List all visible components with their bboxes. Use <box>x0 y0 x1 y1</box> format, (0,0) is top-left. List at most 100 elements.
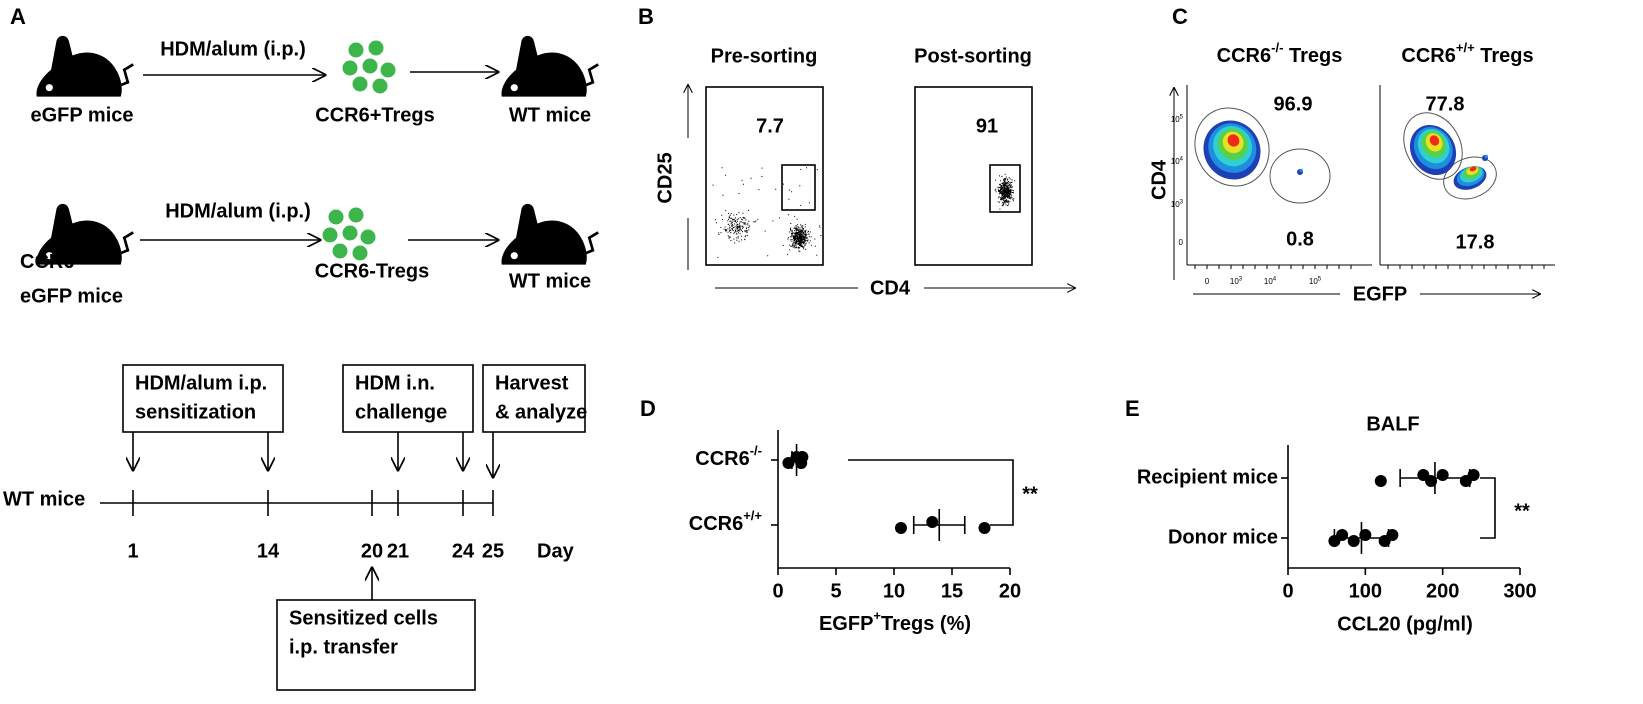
cells-label: CCR6+Tregs <box>315 104 435 126</box>
mouse-icon <box>500 34 600 98</box>
significance-bracket <box>1480 477 1496 539</box>
cells-label: CCR6-Tregs <box>315 260 429 282</box>
data-point <box>1436 469 1449 481</box>
step-label: & analyze <box>495 401 587 423</box>
treatment-label: HDM/alum (i.p.) <box>160 38 306 60</box>
superscript: -/- <box>750 444 762 459</box>
superscript: -/- <box>1271 41 1283 56</box>
day-label: 21 <box>387 540 409 562</box>
superscript: 3 <box>1239 276 1243 282</box>
x-axis-label: CCL20 (pg/ml) <box>1337 613 1473 635</box>
cell <box>360 229 376 245</box>
cell <box>328 209 344 225</box>
day-label: 24 <box>452 540 475 562</box>
step-box <box>342 364 474 433</box>
text: 10 <box>1230 277 1239 286</box>
plot-title: Pre-sorting <box>711 45 818 67</box>
x-tick-label: 10 <box>883 580 905 602</box>
x-axis-label: CD4 <box>870 277 911 299</box>
donor-label: eGFP mice <box>30 104 133 126</box>
significance-label: ** <box>1022 483 1038 505</box>
superscript: -/- <box>74 246 86 261</box>
cell-cluster <box>322 207 376 261</box>
y-tick-label: CCR6-/- <box>695 444 762 471</box>
gate-value: 96.9 <box>1274 93 1313 115</box>
step-label: HDM i.n. <box>355 372 435 394</box>
y-tick-label: 103 <box>1171 199 1184 209</box>
plot-frame <box>914 86 1033 266</box>
flow-plots: CCR6-/- Tregs 96.9 0.8 CCR6+/+ Tregs 77.8 17.… <box>1171 41 1555 286</box>
text: 10 <box>1264 277 1273 286</box>
unit-label: Day <box>537 540 575 562</box>
text: Tregs (%) <box>881 613 971 635</box>
gate-value: 0.8 <box>1286 228 1314 250</box>
panel-label: D <box>640 396 656 421</box>
x-tick-label: 105 <box>1309 276 1322 286</box>
x-tick-label: 0 <box>1205 277 1210 286</box>
gate-value: 17.8 <box>1456 231 1495 253</box>
text: CCR6 <box>695 448 749 470</box>
day-label: 14 <box>257 540 280 562</box>
text: Tregs <box>1475 45 1534 67</box>
gate <box>1194 107 1270 187</box>
superscript: +/+ <box>743 509 762 524</box>
data-point <box>1336 529 1349 541</box>
mouse-icon <box>35 34 135 98</box>
x-tick-label: 0 <box>772 580 783 602</box>
x-tick-label: 300 <box>1503 580 1536 602</box>
superscript: 4 <box>1180 156 1184 162</box>
y-tick-label: 104 <box>1171 156 1184 166</box>
donor-label: CCR6-/- <box>20 246 87 273</box>
x-axis-label: EGFP+Tregs (%) <box>819 609 971 636</box>
data-point <box>978 522 991 534</box>
superscript: 5 <box>1318 276 1322 282</box>
gate <box>1403 112 1463 180</box>
data-point <box>894 522 907 534</box>
x-tick-label: 104 <box>1264 276 1277 286</box>
superscript: 5 <box>1180 114 1184 120</box>
plot-title: CCR6+/+ Tregs <box>1401 41 1533 68</box>
gate <box>1443 156 1497 200</box>
panel-label: B <box>638 4 654 29</box>
plot-title: CCR6-/- Tregs <box>1217 41 1343 68</box>
y-tick-label: 0 <box>1179 238 1184 247</box>
gate <box>989 164 1021 213</box>
x-tick-label: 15 <box>941 580 963 602</box>
text: Tregs <box>1283 45 1342 67</box>
cell <box>368 40 384 56</box>
density <box>1429 135 1440 146</box>
cell-events <box>712 167 822 258</box>
x-axis-label: EGFP <box>1353 283 1407 305</box>
data-point <box>1467 469 1480 481</box>
text: CCR6 <box>689 513 743 535</box>
superscript: 4 <box>1273 276 1277 282</box>
step-label: i.p. transfer <box>289 636 398 658</box>
text: 10 <box>1171 115 1180 124</box>
step-box <box>122 364 284 433</box>
data-point <box>796 451 809 463</box>
y-axis-label: CD4 <box>1148 159 1170 200</box>
density <box>1299 168 1303 173</box>
gate-value: 7.7 <box>756 115 784 137</box>
plot-frame <box>705 86 824 266</box>
cell <box>342 60 358 76</box>
step-label: HDM/alum i.p. <box>135 372 267 394</box>
day-label: 20 <box>361 540 383 562</box>
cell <box>352 76 368 92</box>
x-tick-label: 0 <box>1282 580 1293 602</box>
gate-value: 77.8 <box>1426 93 1465 115</box>
y-tick-label: CCR6+/+ <box>689 509 763 536</box>
cell <box>380 62 396 78</box>
step-box <box>482 364 586 433</box>
step-label: sensitization <box>135 401 256 423</box>
y-tick-label: 105 <box>1171 114 1184 124</box>
density <box>1469 166 1477 172</box>
cell <box>362 58 378 74</box>
day-label: 25 <box>482 540 504 562</box>
panel-label: E <box>1125 396 1140 421</box>
cell <box>348 207 364 223</box>
recipient-label: WT mice <box>509 104 591 126</box>
text: CCR6 <box>20 251 74 273</box>
